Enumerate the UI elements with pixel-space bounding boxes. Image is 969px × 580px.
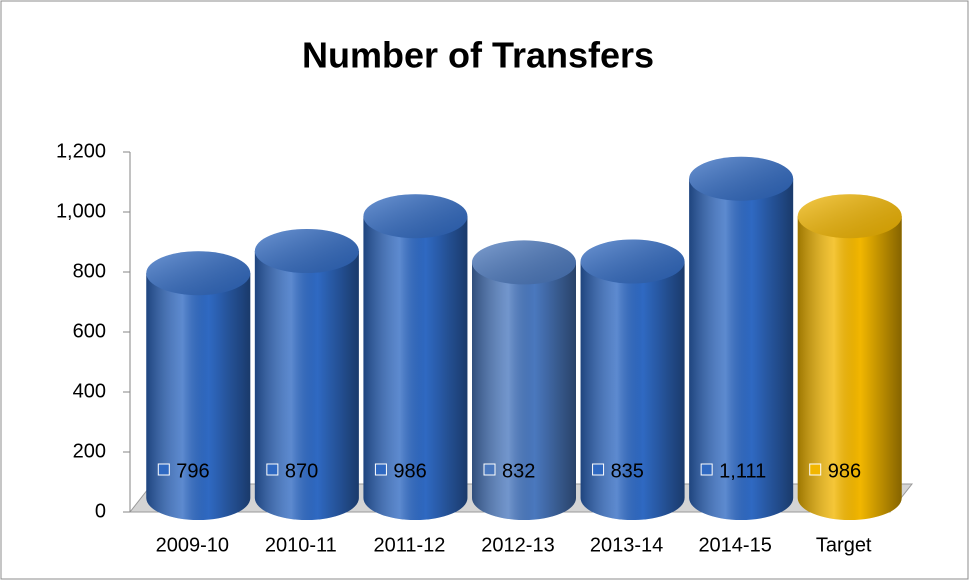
bar-shade bbox=[254, 251, 359, 520]
bar-shade bbox=[797, 216, 902, 520]
bar-shade bbox=[472, 262, 576, 520]
y-tick-label: 800 bbox=[73, 260, 106, 282]
bar-top-shade bbox=[363, 194, 468, 239]
y-tick-label: 0 bbox=[95, 500, 106, 522]
x-tick-label: 2012-13 bbox=[481, 534, 554, 556]
bar-shade bbox=[146, 273, 251, 520]
x-tick-label: 2013-14 bbox=[590, 534, 663, 556]
label-marker bbox=[483, 463, 496, 476]
y-tick-label: 600 bbox=[73, 320, 106, 342]
y-tick-label: 400 bbox=[73, 380, 106, 402]
label-marker bbox=[592, 463, 605, 476]
y-tick-label: 1,200 bbox=[56, 140, 106, 162]
bar-shade bbox=[689, 178, 794, 520]
x-tick-label: 2011-12 bbox=[373, 534, 445, 556]
bar-top-shade bbox=[689, 156, 794, 201]
value-label: 835 bbox=[611, 460, 644, 482]
value-label: 986 bbox=[828, 460, 861, 482]
x-tick-label: 2010-11 bbox=[265, 534, 337, 556]
label-marker bbox=[374, 463, 387, 476]
bar-shade bbox=[580, 261, 685, 520]
x-tick-label: 2014-15 bbox=[698, 534, 771, 556]
bar-top-shade bbox=[580, 239, 685, 284]
value-label: 796 bbox=[176, 460, 209, 482]
label-marker bbox=[157, 463, 170, 476]
label-marker bbox=[700, 463, 713, 476]
bar-top-shade bbox=[472, 240, 576, 285]
y-tick-label: 200 bbox=[73, 440, 106, 462]
label-marker bbox=[809, 463, 822, 476]
value-label: 1,111 bbox=[719, 460, 766, 482]
bar-top-shade bbox=[254, 229, 359, 273]
bar-shade bbox=[363, 216, 468, 520]
bar-top-shade bbox=[146, 251, 251, 296]
chart-title: Number of Transfers bbox=[302, 35, 654, 76]
value-label: 986 bbox=[393, 460, 426, 482]
label-marker bbox=[266, 463, 279, 476]
bar-top-shade bbox=[797, 194, 902, 239]
x-tick-label: Target bbox=[816, 534, 872, 556]
x-tick-label: 2009-10 bbox=[156, 534, 229, 556]
value-label: 832 bbox=[502, 460, 535, 482]
value-label: 870 bbox=[285, 460, 318, 482]
y-tick-label: 1,000 bbox=[56, 200, 106, 222]
